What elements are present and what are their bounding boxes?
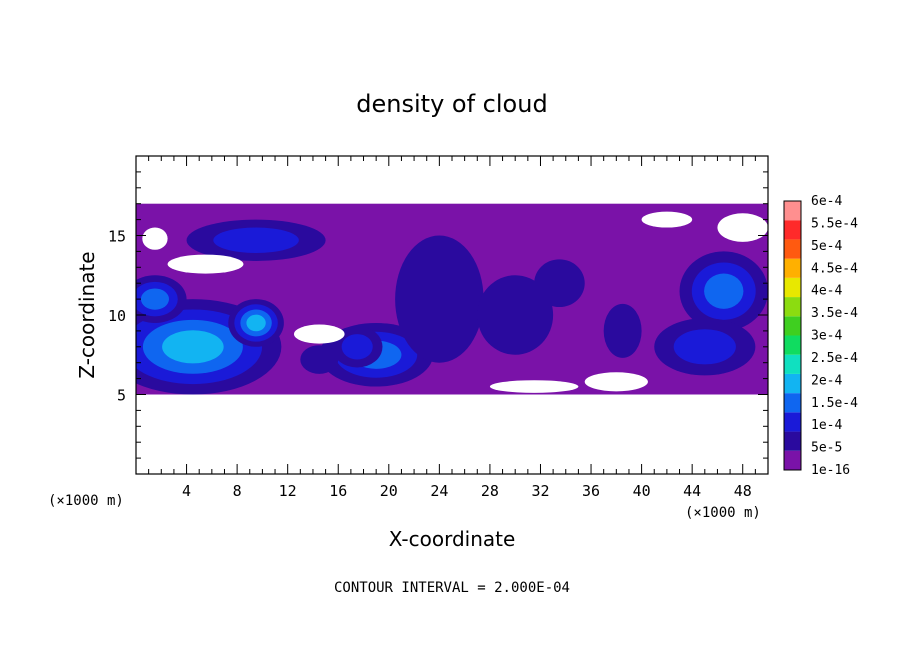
x-tick-label: 36 — [582, 482, 600, 500]
chart-title: density of cloud — [356, 90, 547, 118]
cloud-cell — [603, 303, 642, 358]
colorbar-swatch — [784, 201, 801, 221]
colorbar-swatch — [784, 239, 801, 259]
colorbar: 1e-16 5e-5 1e-4 1.5e-4 2e-4 2.5e-4 3e-4 3.5e-4 4… — [783, 194, 858, 478]
colorbar-label: 3e-4 — [811, 329, 842, 344]
y-tick-label: 10 — [108, 307, 126, 325]
y-tick-label: 15 — [108, 228, 126, 246]
cloud-cell — [654, 318, 756, 376]
cloud-cell — [534, 259, 585, 308]
colorbar-label: 4.5e-4 — [811, 261, 858, 276]
colorbar-swatch — [784, 431, 801, 451]
colorbar-label: 6e-4 — [811, 194, 842, 209]
colorbar-swatch — [784, 316, 801, 336]
colorbar-label: 5e-5 — [811, 441, 842, 456]
plot-area — [136, 203, 768, 395]
colorbar-swatch — [784, 354, 801, 374]
colorbar-swatch — [784, 277, 801, 298]
x-axis: 4 8 12 16 20 24 28 32 36 40 44 48 — [135, 156, 769, 500]
colorbar-label: 1e-16 — [811, 463, 850, 478]
contour-level-2 — [341, 334, 373, 360]
x-tick-label: 44 — [683, 482, 701, 500]
x-tick-label: 16 — [329, 482, 347, 500]
clear-air-gap — [489, 380, 579, 393]
x-tick-label: 48 — [734, 482, 752, 500]
y-tick-label: 5 — [117, 387, 126, 405]
contour-level-2 — [213, 227, 299, 253]
colorbar-label: 1.5e-4 — [811, 396, 858, 411]
contour-level-1 — [534, 259, 585, 308]
cloud-cell — [186, 219, 326, 261]
contour-level-2 — [673, 329, 736, 365]
colorbar-swatch — [784, 258, 801, 278]
cloud-cell — [395, 235, 484, 363]
colorbar-swatch — [784, 373, 801, 394]
clear-air-gap — [584, 372, 648, 392]
clear-air-gap — [142, 227, 168, 250]
colorbar-frame — [783, 200, 802, 471]
x-unit-label-right: (×1000 m) — [685, 505, 761, 521]
x-tick-label: 32 — [531, 482, 549, 500]
y-axis-label: Z-coordinate — [75, 251, 99, 378]
contour-level-4 — [246, 314, 266, 332]
contour-level-1 — [603, 303, 642, 358]
contour-level-1 — [477, 275, 554, 355]
colorbar-swatch — [784, 412, 801, 432]
colorbar-swatch — [784, 393, 801, 413]
contour-level-1 — [300, 345, 339, 374]
cloud-cell — [300, 345, 339, 374]
colorbar-label: 4e-4 — [811, 284, 842, 299]
x-tick-label: 8 — [233, 482, 242, 500]
cloud-cell — [331, 326, 383, 368]
x-axis-label: X-coordinate — [389, 527, 516, 551]
y-axis: 5 10 15 — [108, 155, 768, 475]
contour-level-1 — [395, 235, 484, 363]
clear-air-gap — [717, 213, 768, 242]
colorbar-swatch — [784, 450, 801, 470]
clear-air-gap — [294, 324, 345, 344]
colorbar-label: 3.5e-4 — [811, 306, 858, 321]
colorbar-label: 2e-4 — [811, 373, 842, 388]
x-unit-label-left: (×1000 m) — [48, 493, 124, 509]
cloud-cell — [228, 299, 284, 347]
colorbar-swatch — [784, 220, 801, 240]
contour-level-3 — [704, 273, 744, 309]
x-tick-label: 12 — [279, 482, 297, 500]
colorbar-swatch — [784, 335, 801, 355]
cloud-cell — [679, 251, 768, 331]
contour-level-3 — [140, 288, 170, 310]
colorbar-swatch — [784, 297, 801, 317]
clear-air-gap — [167, 254, 244, 274]
cloud-cell — [136, 275, 187, 323]
contour-interval-note: CONTOUR INTERVAL = 2.000E-04 — [334, 580, 570, 596]
x-tick-label: 24 — [430, 482, 448, 500]
contour-level-4 — [162, 330, 224, 364]
colorbar-label: 2.5e-4 — [811, 351, 858, 366]
x-tick-label: 28 — [481, 482, 499, 500]
x-tick-label: 4 — [182, 482, 191, 500]
colorbar-label: 1e-4 — [811, 418, 842, 433]
clear-air-gap — [641, 211, 693, 228]
x-tick-label: 20 — [380, 482, 398, 500]
colorbar-label: 5.5e-4 — [811, 216, 858, 231]
cloud-cell — [477, 275, 554, 355]
colorbar-label: 5e-4 — [811, 239, 842, 254]
x-tick-label: 40 — [633, 482, 651, 500]
